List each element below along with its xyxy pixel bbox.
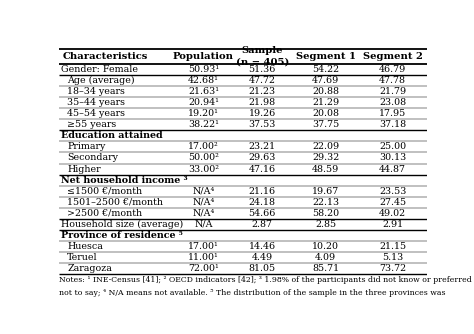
Text: 33.00²: 33.00² [188,165,219,174]
Text: 22.13: 22.13 [312,198,339,207]
Text: 21.63¹: 21.63¹ [188,87,219,96]
Text: 2.87: 2.87 [252,220,273,229]
Text: N/A⁴: N/A⁴ [192,198,215,207]
Text: Teruel: Teruel [67,253,98,262]
Text: 22.09: 22.09 [312,142,339,151]
Text: 38.22¹: 38.22¹ [188,120,219,129]
Text: >2500 €/month: >2500 €/month [67,209,143,218]
Text: 25.00: 25.00 [379,142,406,151]
Text: Huesca: Huesca [67,242,103,251]
Text: Primary: Primary [67,142,106,151]
Text: 72.00¹: 72.00¹ [188,264,219,273]
Text: 58.20: 58.20 [312,209,339,218]
Text: 29.63: 29.63 [248,154,276,163]
Text: Segment 2: Segment 2 [363,52,422,61]
Text: 37.53: 37.53 [248,120,276,129]
Text: Population: Population [173,52,234,61]
Text: 21.16: 21.16 [249,187,276,196]
Text: Characteristics: Characteristics [62,52,147,61]
Text: 18–34 years: 18–34 years [67,87,125,96]
Text: ≥55 years: ≥55 years [67,120,117,129]
Text: 45–54 years: 45–54 years [67,109,125,118]
Text: N/A⁴: N/A⁴ [192,209,215,218]
Text: Household size (average): Household size (average) [62,220,184,229]
Text: 37.18: 37.18 [379,120,406,129]
Text: 47.72: 47.72 [249,76,276,85]
Text: 4.49: 4.49 [252,253,273,262]
Text: Higher: Higher [67,165,101,174]
Text: 17.00¹: 17.00¹ [188,242,219,251]
Text: 20.94¹: 20.94¹ [188,98,219,107]
Text: 17.95: 17.95 [379,109,406,118]
Text: 54.66: 54.66 [248,209,276,218]
Text: Gender: Female: Gender: Female [62,65,138,74]
Text: 54.22: 54.22 [312,65,339,74]
Text: 49.02: 49.02 [379,209,406,218]
Text: 21.79: 21.79 [379,87,406,96]
Text: 1501–2500 €/month: 1501–2500 €/month [67,198,164,207]
Text: 21.29: 21.29 [312,98,339,107]
Text: 35–44 years: 35–44 years [67,98,125,107]
Text: Secondary: Secondary [67,154,118,163]
Text: N/A⁴: N/A⁴ [192,187,215,196]
Text: 73.72: 73.72 [379,264,406,273]
Text: Zaragoza: Zaragoza [67,264,112,273]
Text: 46.79: 46.79 [379,65,406,74]
Text: 44.87: 44.87 [379,165,406,174]
Text: Age (average): Age (average) [67,76,135,85]
Text: N/A: N/A [194,220,213,229]
Text: Segment 1: Segment 1 [296,52,356,61]
Text: 50.00²: 50.00² [188,154,219,163]
Text: Sample
(n = 405): Sample (n = 405) [236,46,289,66]
Text: 20.08: 20.08 [312,109,339,118]
Text: ≤1500 €/month: ≤1500 €/month [67,187,143,196]
Text: Education attained: Education attained [62,131,163,140]
Text: 2.91: 2.91 [382,220,403,229]
Text: 17.00²: 17.00² [188,142,219,151]
Text: 21.23: 21.23 [249,87,276,96]
Text: 27.45: 27.45 [379,198,406,207]
Text: 14.46: 14.46 [249,242,276,251]
Text: 19.20¹: 19.20¹ [188,109,219,118]
Text: 20.88: 20.88 [312,87,339,96]
Text: 29.32: 29.32 [312,154,339,163]
Text: 30.13: 30.13 [379,154,406,163]
Text: 47.78: 47.78 [379,76,406,85]
Text: 51.36: 51.36 [248,65,276,74]
Text: 21.98: 21.98 [249,98,276,107]
Text: not to say; ⁴ N/A means not available. ⁵ The distribution of the sample in the t: not to say; ⁴ N/A means not available. ⁵… [59,289,446,297]
Text: 4.09: 4.09 [315,253,336,262]
Text: 19.67: 19.67 [312,187,339,196]
Text: Net household income ³: Net household income ³ [62,176,188,185]
Text: 23.21: 23.21 [249,142,276,151]
Text: 85.71: 85.71 [312,264,339,273]
Text: 47.16: 47.16 [249,165,276,174]
Text: 23.08: 23.08 [379,98,406,107]
Text: Province of residence ⁵: Province of residence ⁵ [62,231,183,240]
Text: 24.18: 24.18 [249,198,276,207]
Text: 37.75: 37.75 [312,120,339,129]
Text: 50.93¹: 50.93¹ [188,65,219,74]
Text: 21.15: 21.15 [379,242,406,251]
Text: 10.20: 10.20 [312,242,339,251]
Text: 42.68¹: 42.68¹ [188,76,219,85]
Text: 47.69: 47.69 [312,76,339,85]
Text: 81.05: 81.05 [249,264,276,273]
Text: 23.53: 23.53 [379,187,406,196]
Text: 5.13: 5.13 [382,253,403,262]
Text: Notes: ¹ INE-Census [41]; ² OECD indicators [42]; ³ 1.98% of the participants di: Notes: ¹ INE-Census [41]; ² OECD indicat… [59,276,472,284]
Text: 19.26: 19.26 [248,109,276,118]
Text: 48.59: 48.59 [312,165,339,174]
Text: 2.85: 2.85 [315,220,336,229]
Text: 11.00¹: 11.00¹ [188,253,219,262]
